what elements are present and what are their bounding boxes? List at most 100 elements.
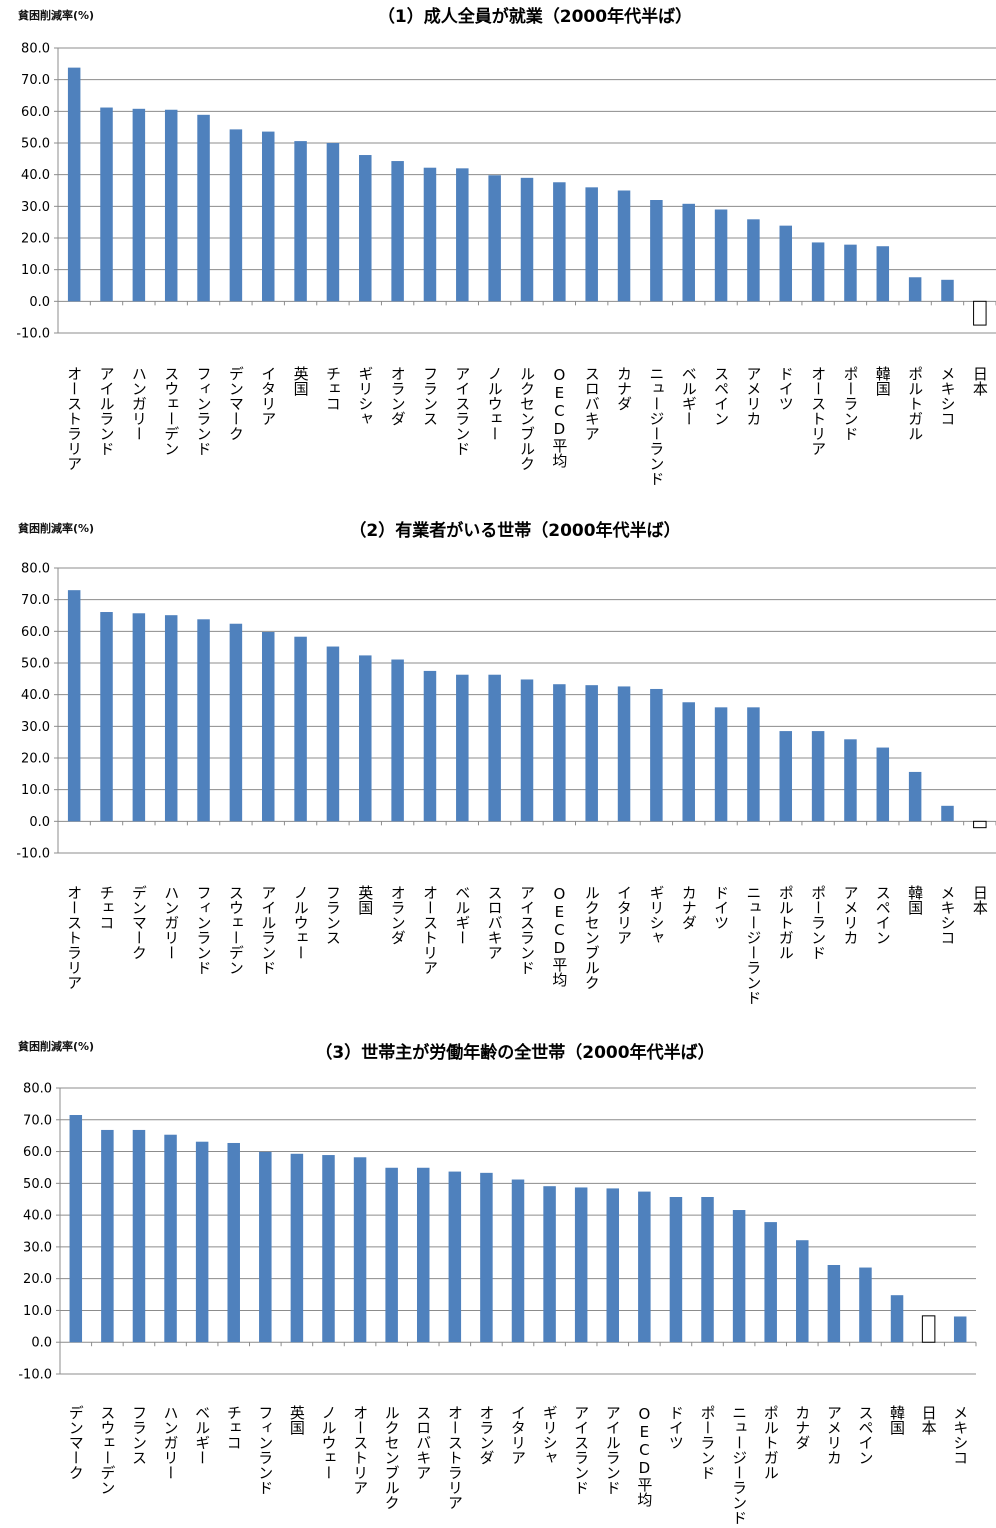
category-label: ポルトガル bbox=[906, 366, 924, 441]
bar-OECD平均 bbox=[553, 684, 566, 822]
y-axis-label: 貧困削減率(%) bbox=[18, 521, 94, 535]
category-label: ニュージーランド bbox=[744, 885, 762, 1005]
category-label: ベルギー bbox=[680, 366, 698, 426]
category-label: デンマーク bbox=[67, 1405, 85, 1480]
bar-オーストラリア bbox=[67, 590, 81, 822]
bar-カナダ bbox=[682, 702, 695, 822]
category-label: ベルギー bbox=[453, 885, 471, 945]
bar-オランダ bbox=[391, 659, 404, 822]
y-tick-label: 10.0 bbox=[21, 783, 50, 798]
y-tick-label: 0.0 bbox=[29, 815, 50, 830]
y-axis-label: 貧困削減率(%) bbox=[18, 8, 94, 22]
category-label: チェコ bbox=[98, 885, 116, 930]
bar-ギリシャ bbox=[359, 155, 372, 302]
category-label: カナダ bbox=[793, 1405, 811, 1450]
bar-ニュージーランド bbox=[732, 1210, 746, 1343]
bar-カナダ bbox=[796, 1240, 809, 1343]
bar-チェコ bbox=[100, 612, 113, 822]
bar-スペイン bbox=[714, 209, 728, 302]
chart-title: （1）成人全員が就業（2000年代半ば） bbox=[378, 6, 692, 27]
bar-韓国 bbox=[890, 1295, 904, 1343]
category-label: ルクセンブルク bbox=[583, 885, 601, 990]
bar-ノルウェー bbox=[294, 636, 307, 822]
bar-アメリカ bbox=[827, 1265, 841, 1343]
bar-スウェーデン bbox=[101, 1129, 114, 1343]
category-label: デンマーク bbox=[227, 366, 245, 441]
bar-ポーランド bbox=[811, 731, 825, 822]
category-label: カナダ bbox=[680, 885, 698, 930]
category-label: オーストラリア bbox=[65, 885, 83, 990]
bar-英国 bbox=[359, 655, 372, 822]
y-tick-label: 70.0 bbox=[21, 73, 50, 88]
bar-デンマーク bbox=[132, 613, 146, 822]
category-label: ギリシャ bbox=[356, 366, 374, 426]
bar-アイルランド bbox=[100, 107, 113, 302]
bar-ベルギー bbox=[195, 1141, 209, 1343]
bar-スロバキア bbox=[585, 187, 598, 302]
category-label: 日本 bbox=[920, 1405, 938, 1435]
bar-オーストラリア bbox=[67, 67, 81, 302]
category-label: 日本 bbox=[971, 366, 989, 396]
category-label: ルクセンブルク bbox=[518, 366, 536, 471]
y-tick-label: 80.0 bbox=[23, 1082, 52, 1097]
chart-panel-1: 貧困削減率(%) （1）成人全員が就業（2000年代半ば） 80.0 70.0 60.0… bbox=[0, 0, 996, 508]
category-label: スペイン bbox=[874, 885, 892, 945]
chart-title: （3）世帯主が労働年齢の全世帯（2000年代半ば） bbox=[315, 1042, 714, 1063]
bar-ノルウェー bbox=[488, 175, 501, 302]
category-label: チェコ bbox=[225, 1405, 243, 1450]
bar-ポルトガル bbox=[764, 1222, 777, 1343]
bar-オーストリア bbox=[353, 1157, 367, 1343]
category-label: ポーランド bbox=[809, 885, 827, 960]
bar-オーストラリア bbox=[448, 1171, 462, 1343]
category-label: スウェーデン bbox=[162, 366, 180, 456]
bar-スペイン bbox=[876, 747, 890, 822]
category-label: ハンガリー bbox=[162, 1405, 180, 1480]
bar-ハンガリー bbox=[164, 615, 178, 822]
y-tick-label: 60.0 bbox=[21, 105, 50, 120]
bar-ベルギー bbox=[456, 674, 469, 822]
bar-チェコ bbox=[227, 1142, 240, 1343]
category-label: 英国 bbox=[292, 365, 310, 396]
category-label: スロバキア bbox=[414, 1405, 432, 1480]
bar-メキシコ bbox=[941, 279, 954, 302]
y-tick-label: -10.0 bbox=[16, 847, 50, 862]
bar-OECD平均 bbox=[638, 1191, 651, 1343]
category-label: OECD平均 bbox=[550, 885, 568, 988]
category-label: アイルランド bbox=[604, 1405, 622, 1495]
category-label: フランス bbox=[130, 1405, 148, 1465]
bar-イタリア bbox=[261, 131, 275, 302]
category-label: イタリア bbox=[615, 885, 633, 945]
category-label: アイスランド bbox=[453, 366, 471, 456]
y-tick-label: 70.0 bbox=[21, 593, 50, 608]
bar-韓国 bbox=[876, 246, 890, 302]
bar-ベルギー bbox=[682, 203, 695, 302]
y-tick-label: 30.0 bbox=[23, 1240, 52, 1255]
bar-ポルトガル bbox=[779, 731, 793, 822]
y-axis-label: 貧困削減率(%) bbox=[18, 1039, 94, 1053]
category-label: オランダ bbox=[389, 885, 407, 945]
bar-ドイツ bbox=[714, 707, 728, 822]
category-label: カナダ bbox=[615, 366, 633, 411]
y-tick-label: 0.0 bbox=[31, 1336, 52, 1351]
bar-オランダ bbox=[391, 161, 404, 302]
bar-スロバキア bbox=[416, 1167, 430, 1343]
bar-ギリシャ bbox=[650, 688, 663, 822]
chart-panel-2: 貧困削減率(%) （2）有業者がいる世帯（2000年代半ば） 80.0 70.0 60.… bbox=[0, 512, 996, 1020]
category-label: オーストラリア bbox=[65, 366, 83, 471]
category-label: OECD平均 bbox=[550, 366, 568, 469]
bar-スウェーデン bbox=[229, 623, 243, 822]
bar-ニュージーランド bbox=[747, 707, 760, 822]
y-tick-label: 50.0 bbox=[23, 1177, 52, 1192]
bar-ルクセンブルク bbox=[585, 685, 598, 822]
y-tick-label: 20.0 bbox=[21, 232, 50, 247]
category-label: オランダ bbox=[389, 366, 407, 426]
bar-chart-2: 貧困削減率(%) （2）有業者がいる世帯（2000年代半ば） 80.0 70.0 60.… bbox=[16, 520, 996, 1005]
category-label: ニュージーランド bbox=[647, 366, 665, 486]
bar-カナダ bbox=[617, 190, 631, 302]
bar-フランス bbox=[132, 1129, 146, 1343]
category-label: イタリア bbox=[509, 1405, 527, 1465]
bar-ドイツ bbox=[669, 1196, 683, 1343]
category-label: アイスランド bbox=[572, 1405, 590, 1495]
bar-フィンランド bbox=[197, 114, 210, 302]
bar-ドイツ bbox=[779, 225, 793, 302]
